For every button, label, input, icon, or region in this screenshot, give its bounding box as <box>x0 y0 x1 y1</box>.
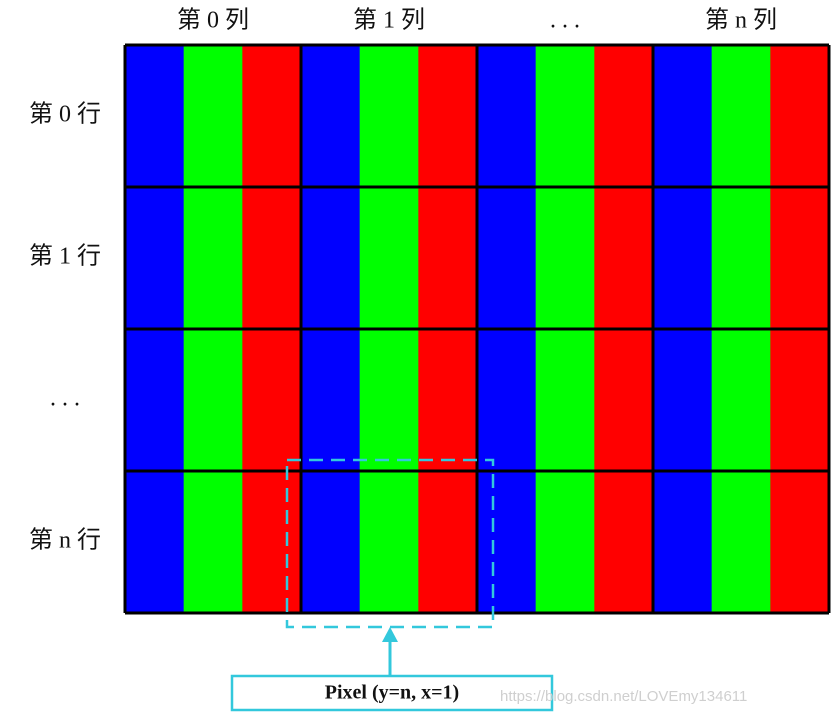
subpixel <box>535 471 595 613</box>
subpixel <box>711 329 771 471</box>
subpixel <box>301 329 361 471</box>
subpixel <box>535 187 595 329</box>
subpixel <box>359 45 419 187</box>
subpixel <box>770 187 830 329</box>
subpixel <box>594 187 654 329</box>
subpixel <box>418 329 478 471</box>
row-label: 第 1 行 <box>29 243 101 270</box>
subpixel <box>653 45 713 187</box>
subpixel <box>770 471 830 613</box>
subpixel <box>711 45 771 187</box>
subpixel <box>535 45 595 187</box>
subpixel <box>242 45 302 187</box>
subpixel <box>183 329 243 471</box>
column-label: 第 1 列 <box>353 7 425 34</box>
column-label: 第 0 列 <box>177 7 249 34</box>
subpixel <box>653 471 713 613</box>
subpixel <box>477 187 537 329</box>
subpixel <box>477 329 537 471</box>
subpixel <box>359 329 419 471</box>
pixel-label-box <box>230 674 554 712</box>
subpixel <box>125 329 185 471</box>
subpixel <box>477 471 537 613</box>
subpixel <box>418 187 478 329</box>
subpixel <box>301 45 361 187</box>
subpixel <box>242 329 302 471</box>
row-label: . . . <box>50 386 80 412</box>
subpixel <box>653 187 713 329</box>
row-label: 第 n 行 <box>29 527 101 554</box>
subpixel <box>125 471 185 613</box>
subpixel <box>711 471 771 613</box>
subpixel <box>770 45 830 187</box>
subpixel <box>183 45 243 187</box>
subpixel <box>418 45 478 187</box>
subpixel <box>125 187 185 329</box>
subpixel <box>301 471 361 613</box>
subpixel <box>653 329 713 471</box>
subpixel <box>359 471 419 613</box>
subpixel <box>535 329 595 471</box>
subpixel <box>125 45 185 187</box>
subpixel <box>359 187 419 329</box>
arrow-head <box>382 627 398 642</box>
subpixel <box>770 329 830 471</box>
subpixel <box>418 471 478 613</box>
subpixel <box>242 187 302 329</box>
subpixel <box>183 471 243 613</box>
subpixel <box>242 471 302 613</box>
watermark: https://blog.csdn.net/LOVEmy134611 <box>500 688 747 705</box>
subpixel <box>594 329 654 471</box>
pixel-label: Pixel (y=n, x=1) <box>325 682 459 704</box>
subpixel <box>594 45 654 187</box>
subpixel <box>183 187 243 329</box>
subpixel <box>301 187 361 329</box>
subpixel <box>711 187 771 329</box>
column-label: . . . <box>550 8 580 34</box>
subpixel <box>477 45 537 187</box>
row-label: 第 0 行 <box>29 101 101 128</box>
subpixel-grid <box>123 43 831 615</box>
subpixel <box>594 471 654 613</box>
column-label: 第 n 列 <box>705 7 777 34</box>
